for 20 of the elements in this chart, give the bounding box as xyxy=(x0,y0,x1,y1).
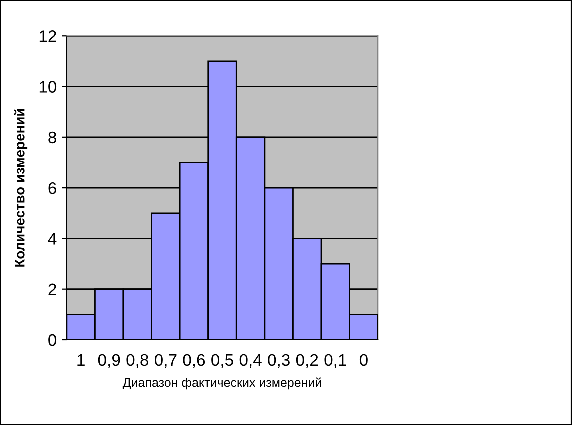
x-tick-label: 0,2 xyxy=(296,354,318,368)
x-tick-label: 0,7 xyxy=(155,354,177,368)
y-tick-label: 6 xyxy=(48,182,56,194)
y-tick-label: 0 xyxy=(48,334,57,346)
x-tick-label: 0,6 xyxy=(183,354,206,368)
y-tick-label: 12 xyxy=(40,30,56,42)
y-tick-label: 4 xyxy=(48,233,57,245)
x-tick-label: 0 xyxy=(360,354,368,366)
x-tick-label: 0,8 xyxy=(126,354,149,368)
y-tick-label: 8 xyxy=(48,132,56,144)
y-tick-label: 2 xyxy=(48,284,56,296)
x-tick-label: 0,1 xyxy=(324,354,346,368)
y-axis-title: Количество измерений xyxy=(14,109,28,267)
x-tick-label: 0,5 xyxy=(212,354,234,368)
x-tick-label: 0,3 xyxy=(268,354,290,368)
x-tick-label: 1 xyxy=(78,354,85,366)
y-tick-label: 10 xyxy=(40,81,57,93)
x-axis-title: Диапазон фактических измерений xyxy=(122,378,322,390)
x-tick-label: 0,4 xyxy=(240,354,262,368)
x-tick-label: 0,9 xyxy=(98,354,120,368)
